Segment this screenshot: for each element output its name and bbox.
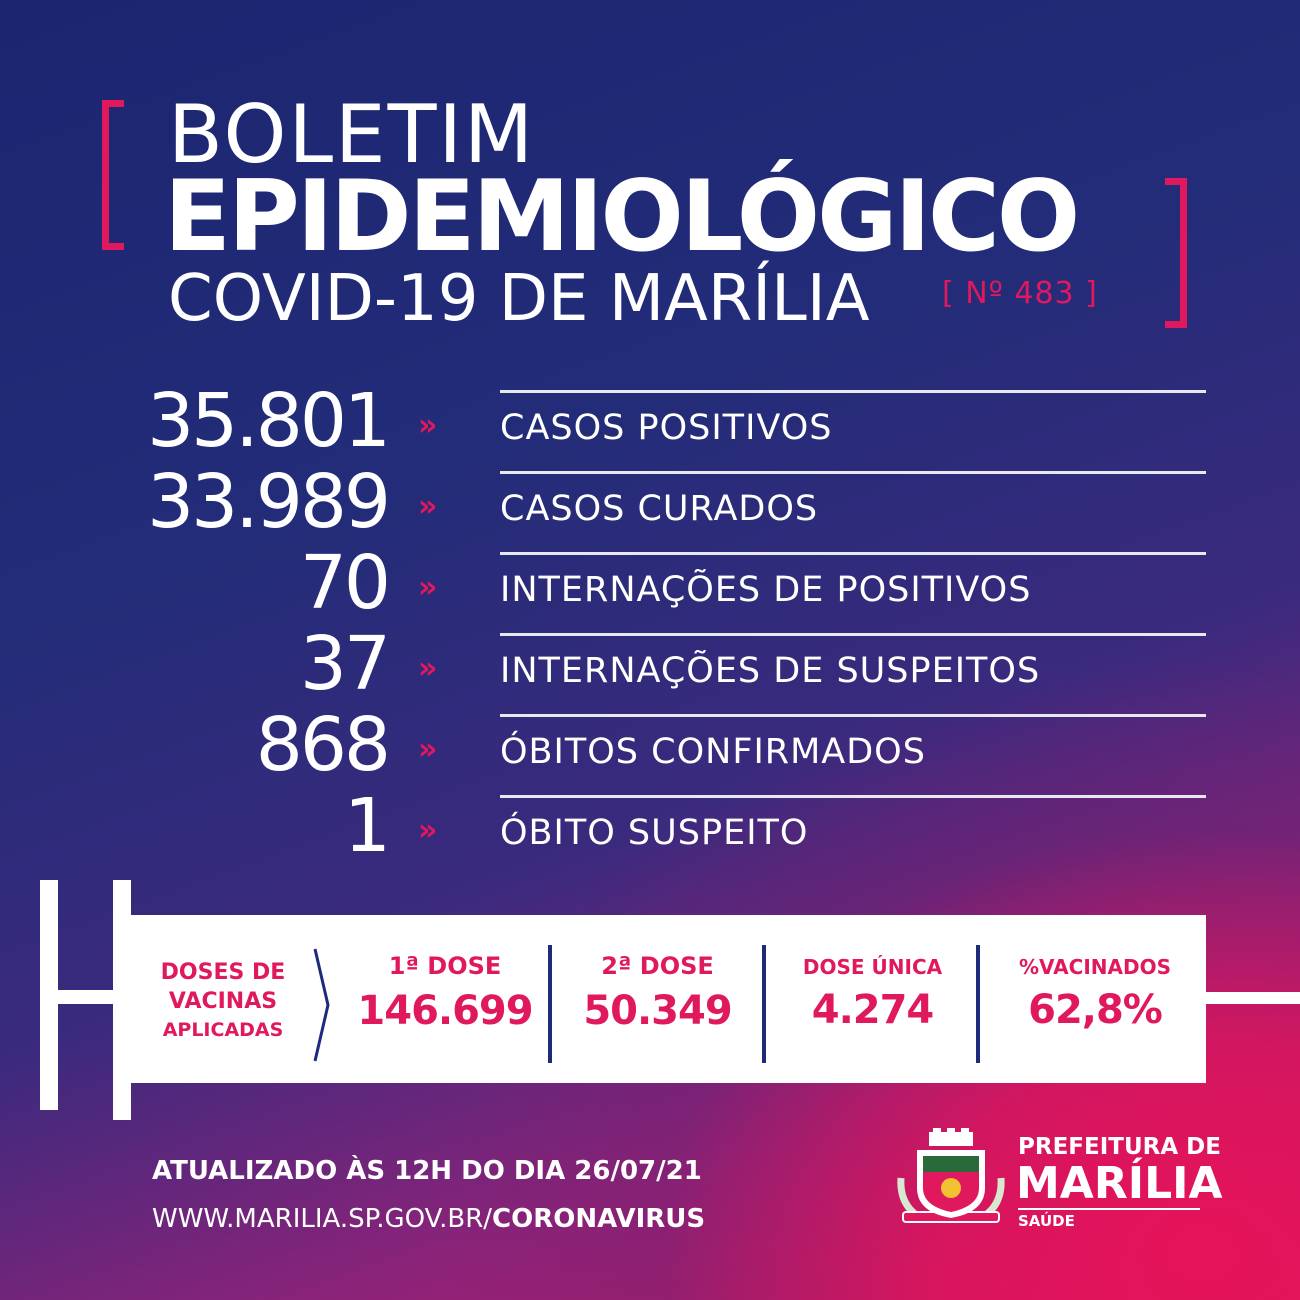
syringe-plunger-handle [40,880,58,1110]
organization-name: MARÍLIA [1016,1158,1223,1209]
dose-column-single: DOSE ÚNICA 4.274 [775,952,970,1033]
dose-value: 62,8% [1028,987,1163,1033]
divider-line [500,795,1206,798]
divider-line [500,471,1206,474]
double-chevron-icon: » [418,570,437,605]
stat-label: CASOS POSITIVOS [500,408,833,448]
divider-line [500,633,1206,636]
divider-line [500,390,1206,393]
stat-value: 70 [299,540,391,626]
stat-label: CASOS CURADOS [500,489,819,529]
column-divider [762,945,766,1063]
stats-list: 35.801 » CASOS POSITIVOS 33.989 » CASOS … [0,378,1300,872]
stat-value: 37 [299,621,391,707]
dose-value: 4.274 [811,987,935,1033]
stat-row: 1 » ÓBITO SUSPEITO [0,783,1300,872]
double-chevron-icon: » [418,732,437,767]
stat-label: ÓBITOS CONFIRMADOS [500,732,926,772]
divider-line [500,714,1206,717]
website-link[interactable]: WWW.MARILIA.SP.GOV.BR/CORONAVIRUS [152,1204,705,1234]
updated-timestamp: ATUALIZADO ÀS 12H DO DIA 26/07/21 [152,1156,702,1186]
right-bracket-decoration [1165,178,1187,328]
double-chevron-icon: » [418,651,437,686]
syringe-barrel-flange [113,880,131,1120]
organization-line1: PREFEITURA DE [1018,1134,1221,1160]
dose-column-vaccinated-percent: %VACINADOS 62,8% [990,952,1200,1033]
chevron-right-icon [313,948,330,1062]
organization-department: SAÚDE [1018,1212,1075,1230]
syringe-needle [1206,992,1300,1004]
stat-row: 37 » INTERNAÇÕES DE SUSPEITOS [0,621,1300,710]
stat-value: 1 [343,783,391,869]
double-chevron-icon: » [418,408,437,443]
column-divider [548,945,552,1063]
stat-row: 33.989 » CASOS CURADOS [0,459,1300,548]
website-url-suffix: CORONAVIRUS [492,1204,706,1234]
double-chevron-icon: » [418,489,437,524]
website-url-prefix: WWW.MARILIA.SP.GOV.BR/ [152,1204,493,1234]
column-divider [976,945,980,1063]
stat-label: INTERNAÇÕES DE POSITIVOS [500,570,1032,610]
syringe-plunger-rod [58,990,113,1004]
dose-label: %VACINADOS [1019,955,1171,979]
vaccines-title-line: APLICADAS [162,1019,284,1041]
title-covid-marilia: COVID-19 DE MARÍLIA [168,262,870,336]
dose-label: DOSE ÚNICA [802,955,943,979]
dose-column-first: 1ª DOSE 146.699 [350,952,540,1034]
edition-number: [ Nº 483 ] [942,276,1098,311]
organization-divider [1018,1208,1200,1210]
dose-label: 1ª DOSE [388,952,502,980]
stat-label: INTERNAÇÕES DE SUSPEITOS [500,651,1041,691]
double-chevron-icon: » [418,813,437,848]
stat-label: ÓBITO SUSPEITO [500,813,809,853]
dose-column-second: 2ª DOSE 50.349 [560,952,755,1034]
title-epidemiologico: EPIDEMIOLÓGICO [164,160,1080,274]
dose-label: 2ª DOSE [601,952,714,980]
vaccines-title-line: VACINAS [168,989,278,1014]
dose-value: 146.699 [357,988,533,1034]
syringe-barrel [131,915,1206,1083]
title-boletim: BOLETIM [168,88,536,181]
vaccines-title: DOSES DE VACINAS APLICADAS [138,958,308,1045]
vaccines-title-line: DOSES DE [160,960,286,985]
dose-value: 50.349 [583,988,732,1034]
stat-row: 70 » INTERNAÇÕES DE POSITIVOS [0,540,1300,629]
stat-value: 35.801 [147,378,391,464]
city-crest-icon [897,1128,1005,1224]
divider-line [500,552,1206,555]
stat-row: 868 » ÓBITOS CONFIRMADOS [0,702,1300,791]
stat-value: 33.989 [147,459,391,545]
stat-row: 35.801 » CASOS POSITIVOS [0,378,1300,467]
stat-value: 868 [255,702,391,788]
left-bracket-decoration [102,100,124,250]
